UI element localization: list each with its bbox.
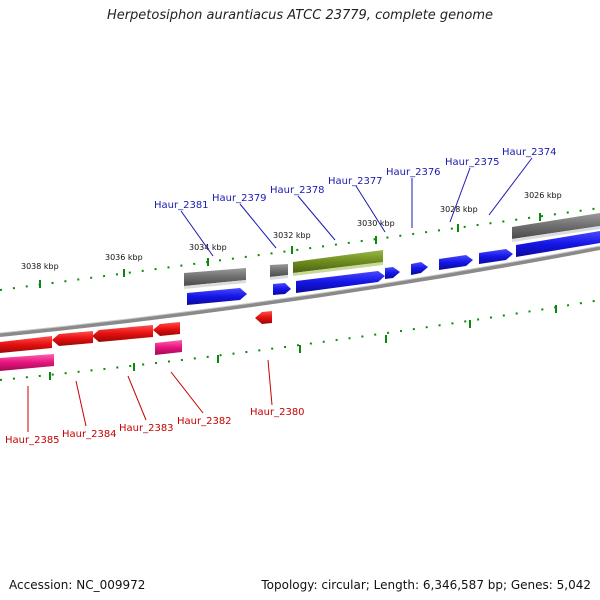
reverse-leader-lines: [27, 359, 273, 432]
forward-feature-olive-haur2378[interactable]: [293, 250, 383, 276]
reverse-gene-haur2380[interactable]: [255, 311, 272, 324]
kbp-label-3028: 3028 kbp: [440, 205, 478, 214]
reverse-gene-haur2385[interactable]: [0, 336, 52, 353]
label-haur2378: Haur_2378: [270, 185, 325, 196]
label-haur2380: Haur_2380: [250, 407, 305, 418]
label-haur2381: Haur_2381: [154, 200, 209, 211]
label-haur2382: Haur_2382: [177, 416, 232, 427]
label-haur2384: Haur_2384: [62, 429, 117, 440]
reverse-gene-haur2383[interactable]: [92, 325, 153, 342]
forward-gene-haur2379[interactable]: [273, 283, 291, 295]
forward-gene-2373[interactable]: [479, 249, 513, 264]
forward-leader-lines: [180, 157, 533, 257]
label-haur2377: Haur_2377: [328, 176, 383, 187]
forward-gene-haur2377[interactable]: [296, 271, 385, 293]
forward-feature-gray-right[interactable]: [512, 213, 600, 242]
label-haur2385: Haur_2385: [5, 435, 60, 446]
kbp-label-3034: 3034 kbp: [189, 243, 227, 252]
genome-backbone: [0, 246, 600, 337]
kbp-label-3026: 3026 kbp: [524, 191, 562, 200]
forward-gene-2372[interactable]: [516, 231, 600, 257]
forward-feature-gray-left[interactable]: [184, 268, 246, 289]
label-haur2376: Haur_2376: [386, 167, 441, 178]
outer-tick-row: [0, 207, 600, 291]
kbp-label-3036: 3036 kbp: [105, 253, 143, 262]
topology-text: Topology: circular; Length: 6,346,587 bp…: [261, 578, 591, 592]
forward-gene-haur2375[interactable]: [411, 262, 428, 275]
kbp-label-3032: 3032 kbp: [273, 231, 311, 240]
forward-gene-haur2376[interactable]: [385, 267, 400, 279]
reverse-feature-pink-right[interactable]: [155, 340, 182, 355]
kbp-label-3038: 3038 kbp: [21, 262, 59, 271]
major-ticks-inner: [49, 305, 557, 380]
inner-tick-row: [0, 299, 600, 381]
accession-text: Accession: NC_009972: [9, 578, 146, 592]
label-haur2375: Haur_2375: [445, 157, 500, 168]
label-haur2379: Haur_2379: [212, 193, 267, 204]
forward-gene-haur2381[interactable]: [187, 288, 247, 305]
major-ticks-outer: [39, 213, 541, 288]
forward-feature-gray-small[interactable]: [270, 264, 288, 280]
reverse-gene-haur2384[interactable]: [52, 331, 93, 346]
label-haur2383: Haur_2383: [119, 423, 174, 434]
label-haur2374: Haur_2374: [502, 147, 557, 158]
forward-gene-haur2374[interactable]: [439, 255, 473, 270]
kbp-label-3030: 3030 kbp: [357, 219, 395, 228]
reverse-feature-pink-left[interactable]: [0, 354, 54, 371]
map-title: Herpetosiphon aurantiacus ATCC 23779, co…: [106, 8, 494, 23]
reverse-gene-haur2382[interactable]: [153, 322, 180, 336]
